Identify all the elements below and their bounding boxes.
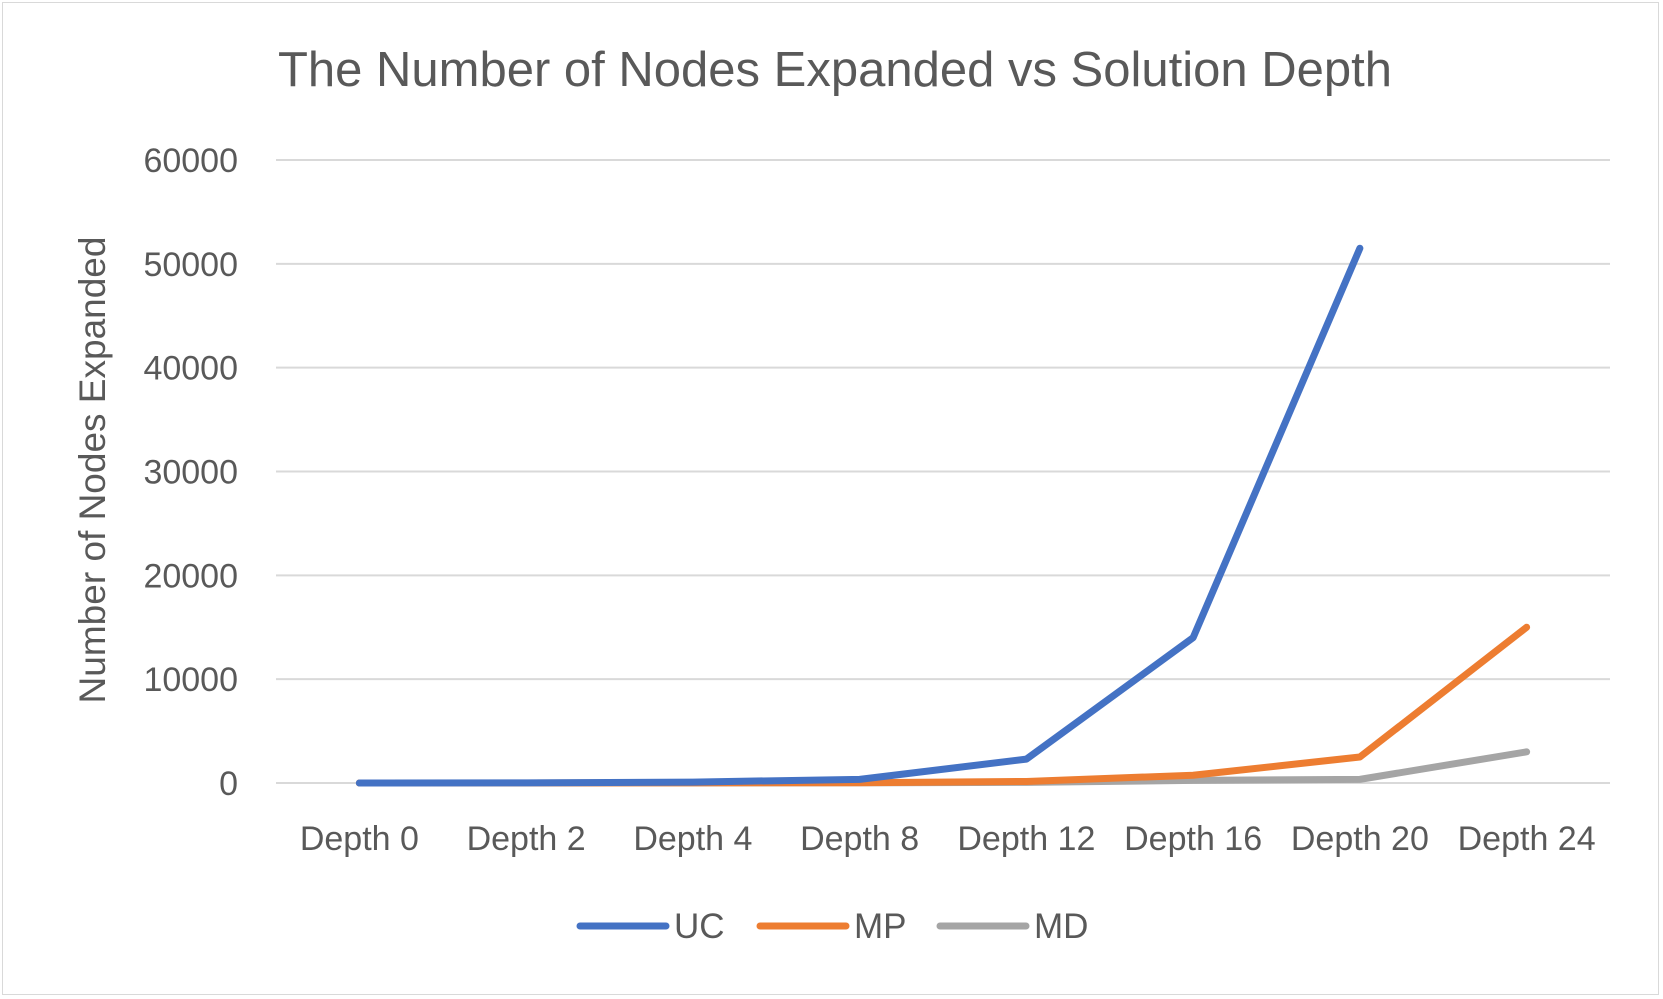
x-tick-label: Depth 12	[957, 820, 1095, 858]
legend-item-md: MD	[936, 907, 1088, 946]
x-tick-label: Depth 8	[800, 820, 919, 858]
y-tick-label: 20000	[143, 557, 238, 595]
x-tick-label: Depth 16	[1124, 820, 1262, 858]
y-tick-label: 30000	[143, 454, 238, 492]
y-tick-label: 0	[219, 765, 238, 803]
y-tick-label: 60000	[143, 142, 238, 180]
x-tick-label: Depth 2	[467, 820, 586, 858]
series-lines	[355, 244, 1531, 787]
y-axis-ticks: 0 10000 20000 30000 40000 50000 60000	[143, 142, 238, 803]
y-tick-label: 50000	[143, 246, 238, 284]
x-axis-ticks: Depth 0 Depth 2 Depth 4 Depth 8 Depth 12 Dept…	[300, 820, 1596, 858]
y-tick-label: 10000	[143, 661, 238, 699]
x-tick-label: Depth 0	[300, 820, 419, 858]
x-tick-label: Depth 4	[633, 820, 752, 858]
x-tick-label: Depth 20	[1291, 820, 1429, 858]
legend: UC MP MD	[576, 907, 1088, 946]
y-axis-label: Number of Nodes Expanded	[72, 237, 113, 704]
series-line-mp	[355, 623, 1531, 787]
x-tick-label: Depth 24	[1458, 820, 1596, 858]
gridlines	[276, 159, 1610, 784]
y-tick-label: 40000	[143, 350, 238, 388]
series-line-uc	[355, 244, 1364, 787]
legend-label: UC	[674, 907, 725, 946]
legend-label: MP	[854, 907, 907, 946]
legend-item-uc: UC	[576, 907, 725, 946]
legend-item-mp: MP	[756, 907, 907, 946]
chart-title: The Number of Nodes Expanded vs Solution…	[278, 43, 1392, 97]
legend-label: MD	[1034, 907, 1088, 946]
